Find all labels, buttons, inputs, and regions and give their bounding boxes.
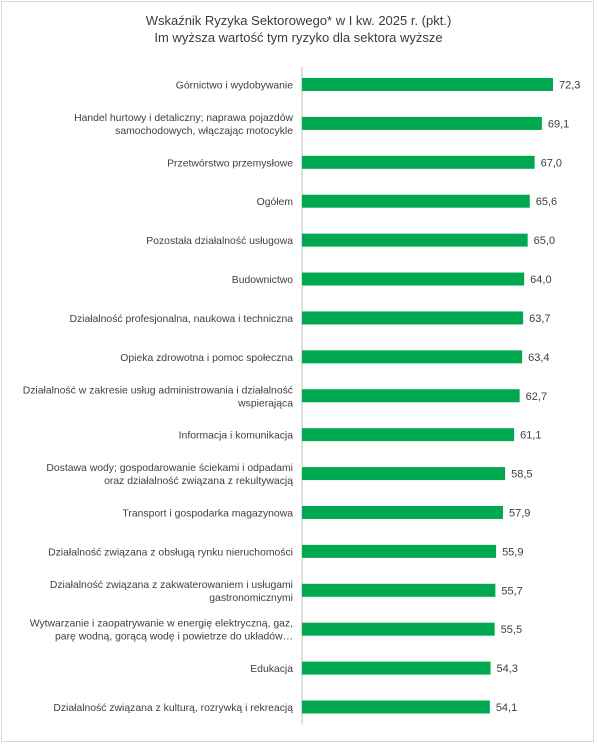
bar-14 (302, 583, 496, 597)
value-label-8: 63,4 (528, 352, 549, 364)
category-label-1: Górnictwo i wydobywanie (176, 81, 293, 92)
value-label-13: 55,9 (502, 546, 523, 558)
category-label-line: Handel hurtowy i detaliczny; naprawa poj… (74, 113, 293, 124)
category-label-line: Opieka zdrowotna i pomoc społeczna (120, 353, 293, 364)
value-label-15: 55,5 (501, 624, 522, 636)
value-label-5: 65,0 (534, 235, 555, 247)
bar-15 (302, 622, 495, 636)
category-label-line: Edukacja (250, 664, 293, 675)
category-label-line: Wytwarzanie i zaopatrywanie w energię el… (30, 619, 293, 630)
bar-9 (302, 389, 520, 403)
category-label-line: samochodowych, włączając motocykle (115, 126, 293, 137)
bar-6 (302, 272, 525, 286)
value-label-11: 58,5 (511, 469, 532, 481)
bar-1 (302, 78, 553, 91)
value-label-12: 57,9 (509, 507, 530, 519)
category-label-12: Transport i gospodarka magazynowa (122, 508, 293, 519)
category-label-line: Pozostała działalność usługowa (146, 236, 293, 247)
category-label-line: Działalność związana z kulturą, rozrywką… (53, 703, 293, 714)
chart-title: Wskaźnik Ryzyka Sektorowego* w I kw. 202… (145, 13, 452, 28)
value-label-6: 64,0 (530, 274, 551, 286)
value-label-1: 72,3 (559, 80, 580, 92)
category-label-16: Edukacja (250, 664, 293, 675)
category-label-11: Dostawa wody; gospodarowanie ściekami i … (46, 463, 293, 487)
category-label-line: Ogółem (257, 197, 293, 208)
value-label-14: 55,7 (501, 585, 522, 597)
value-label-7: 63,7 (529, 313, 550, 325)
category-label-line: Działalność profesjonalna, naukowa i tec… (69, 314, 293, 325)
chart-subtitle: Im wyższa wartość tym ryzyko dla sektora… (154, 30, 443, 45)
category-label-17: Działalność związana z kulturą, rozrywką… (53, 703, 293, 714)
category-label-line: Przetwórstwo przemysłowe (167, 158, 293, 169)
value-label-17: 54,1 (496, 702, 517, 714)
bar-10 (302, 428, 515, 442)
category-label-line: parę wodną, gorącą wodę i powietrze do u… (55, 632, 293, 643)
bar-17 (302, 700, 490, 714)
bar-3 (302, 155, 535, 169)
category-label-14: Działalność związana z zakwaterowaniem i… (50, 580, 293, 604)
category-label-line: wspierająca (237, 398, 293, 409)
category-label-8: Opieka zdrowotna i pomoc społeczna (120, 353, 293, 364)
category-label-line: Budownictwo (232, 275, 293, 286)
bar-5 (302, 233, 528, 247)
chart-titles: Wskaźnik Ryzyka Sektorowego* w I kw. 202… (0, 12, 597, 46)
category-label-line: Transport i gospodarka magazynowa (122, 508, 293, 519)
value-label-2: 69,1 (548, 118, 569, 130)
value-label-16: 54,3 (497, 663, 518, 675)
category-label-15: Wytwarzanie i zaopatrywanie w energię el… (30, 619, 293, 643)
category-label-13: Działalność związana z obsługą rynku nie… (48, 547, 293, 558)
category-label-line: Działalność w zakresie usług administrow… (23, 385, 293, 396)
category-label-line: Działalność związana z zakwaterowaniem i… (50, 580, 293, 591)
category-label-7: Działalność profesjonalna, naukowa i tec… (69, 314, 293, 325)
category-label-3: Przetwórstwo przemysłowe (167, 158, 293, 169)
category-label-line: Dostawa wody; gospodarowanie ściekami i … (46, 463, 293, 474)
category-label-4: Ogółem (257, 197, 293, 208)
bar-16 (302, 661, 491, 675)
category-label-6: Budownictwo (232, 275, 293, 286)
category-label-5: Pozostała działalność usługowa (146, 236, 293, 247)
bar-8 (302, 350, 523, 364)
value-label-4: 65,6 (536, 196, 557, 208)
category-label-10: Informacja i komunikacja (179, 431, 294, 442)
value-label-9: 62,7 (526, 391, 547, 403)
bar-12 (302, 505, 504, 519)
value-label-3: 67,0 (541, 157, 562, 169)
value-label-10: 61,1 (520, 430, 541, 442)
category-label-line: gastronomicznymi (209, 593, 293, 604)
category-label-2: Handel hurtowy i detaliczny; naprawa poj… (74, 113, 293, 137)
bar-11 (302, 467, 506, 481)
bar-13 (302, 544, 497, 558)
category-label-line: Informacja i komunikacja (179, 431, 294, 442)
category-label-line: Górnictwo i wydobywanie (176, 81, 293, 92)
bar-2 (302, 116, 542, 130)
bar-4 (302, 194, 530, 208)
bar-7 (302, 311, 524, 325)
category-label-line: Działalność związana z obsługą rynku nie… (48, 547, 293, 558)
category-label-line: oraz działalność związana z rekultywacją (104, 476, 293, 487)
category-label-9: Działalność w zakresie usług administrow… (23, 385, 293, 409)
